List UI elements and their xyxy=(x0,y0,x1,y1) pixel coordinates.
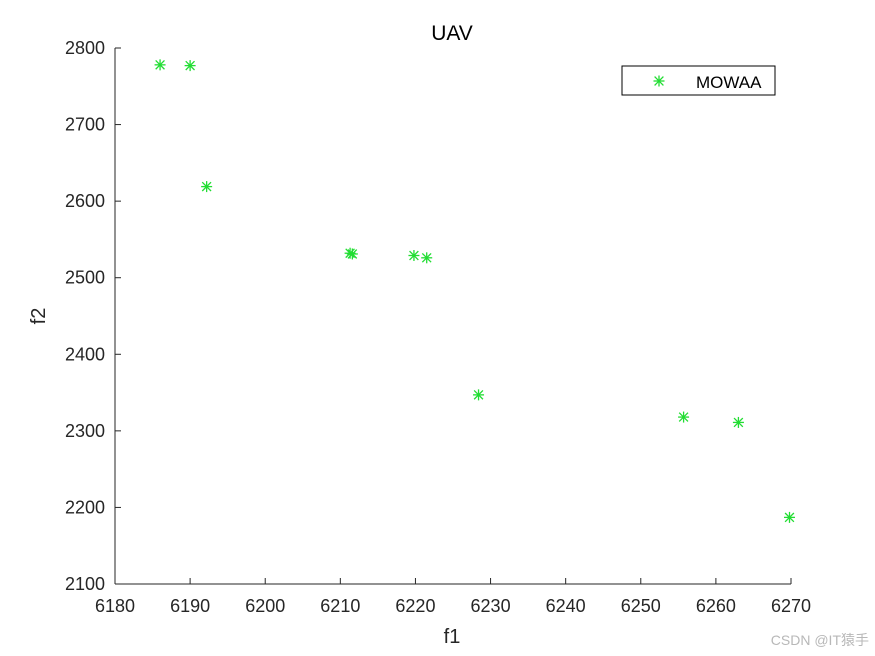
data-point xyxy=(732,416,744,428)
data-point xyxy=(184,60,196,72)
data-point xyxy=(154,59,166,71)
data-point xyxy=(421,252,433,264)
y-tick-label: 2300 xyxy=(65,421,105,441)
x-tick-label: 6250 xyxy=(621,596,661,616)
y-tick-label: 2600 xyxy=(65,191,105,211)
legend-marker xyxy=(653,75,665,87)
y-tick-label: 2700 xyxy=(65,115,105,135)
axes: 6180 6190 6200 6210 6220 6230 6240 6250 6260 6270… xyxy=(65,38,811,616)
x-tick-label: 6220 xyxy=(395,596,435,616)
x-tick-label: 6210 xyxy=(320,596,360,616)
x-tick-label: 6200 xyxy=(245,596,285,616)
data-point xyxy=(473,389,485,401)
legend: MOWAA xyxy=(621,65,776,96)
data-points xyxy=(154,59,795,523)
legend-label: MOWAA xyxy=(696,73,762,92)
data-point xyxy=(346,248,358,260)
x-tick-label: 6180 xyxy=(95,596,135,616)
y-tick-label: 2400 xyxy=(65,344,105,364)
y-tick-label: 2200 xyxy=(65,497,105,517)
y-tick-label: 2500 xyxy=(65,268,105,288)
data-point xyxy=(678,411,690,423)
data-point xyxy=(408,250,420,262)
x-tick-label: 6240 xyxy=(546,596,586,616)
x-tick-label: 6230 xyxy=(471,596,511,616)
y-tick-label: 2100 xyxy=(65,574,105,594)
x-tick-label: 6190 xyxy=(170,596,210,616)
watermark: CSDN @IT猿手 xyxy=(770,632,869,648)
legend-box xyxy=(621,65,776,96)
x-tick-label: 6260 xyxy=(696,596,736,616)
y-tick-label: 2800 xyxy=(65,38,105,58)
data-point xyxy=(201,181,213,193)
y-axis-title: f2 xyxy=(28,308,50,325)
data-point xyxy=(783,511,795,523)
x-tick-label: 6270 xyxy=(771,596,811,616)
legend-marker-symbol xyxy=(653,75,665,87)
chart-title: UAV xyxy=(431,22,473,45)
x-axis-title: f1 xyxy=(444,626,461,648)
